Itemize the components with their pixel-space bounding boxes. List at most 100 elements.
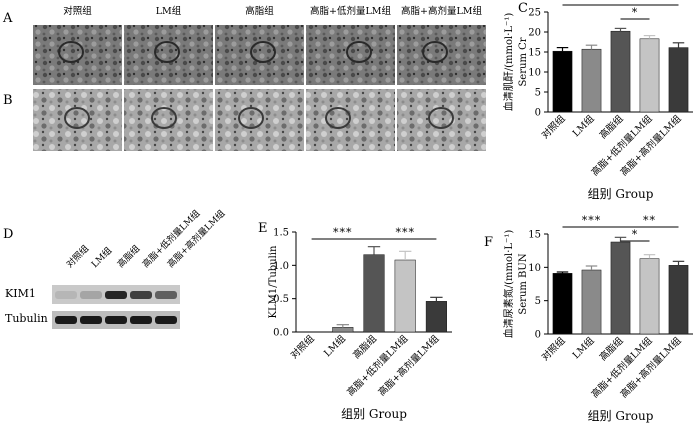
panel-label-c: C: [518, 1, 528, 16]
y-tick-label: 0.5: [273, 294, 289, 305]
bar: [394, 259, 416, 333]
x-tick-label: 对照组: [288, 332, 317, 361]
x-tick-label: 对照组: [539, 112, 568, 141]
y-tick-label: 15: [528, 230, 541, 241]
micrograph-a-1: [124, 25, 213, 85]
blot-band-kim1: [55, 291, 77, 299]
significance-label: **: [585, 0, 598, 5]
bar: [610, 241, 631, 335]
y-tick-label: 10: [528, 68, 541, 79]
significance-label: **: [643, 214, 656, 227]
y-tick-label: 0: [535, 330, 541, 341]
chart-serum-cr: 0510152025对照组LM组高脂组高脂+低剂量LM组高脂+高剂量LM组***…: [502, 0, 693, 201]
bar: [581, 269, 602, 335]
panel-label-f: F: [484, 235, 493, 250]
significance-label: *: [632, 228, 639, 241]
blot-row-label-kim1: KIM1: [5, 287, 36, 300]
blot-band-tubulin: [105, 316, 127, 324]
y-tick-label: 10: [528, 263, 541, 274]
bar: [363, 254, 385, 333]
blot-row-label-tubulin: Tubulin: [5, 312, 48, 325]
blot-band-tubulin: [55, 316, 77, 324]
x-tick-label: 高脂组: [597, 334, 626, 363]
x-tick-label: LM组: [321, 332, 348, 359]
micrograph-b-4: [397, 89, 486, 151]
y-tick-label: 1.0: [273, 261, 289, 272]
bar: [425, 301, 447, 333]
blot-lane-label: LM组: [89, 245, 115, 271]
panel-label-d: D: [3, 227, 13, 242]
glomerulus-a-2: [250, 41, 276, 63]
significance-label: *: [646, 0, 653, 5]
blot-band-tubulin: [155, 316, 177, 324]
blot-lane-label: 对照组: [64, 243, 92, 271]
significance-label: *: [632, 6, 639, 19]
y-tick-label: 25: [528, 8, 541, 19]
micrograph-b-2: [215, 89, 304, 151]
glomerulus-a-4: [422, 41, 448, 63]
y-tick-label: 0: [535, 108, 541, 119]
y-axis-title: KLM1/Tubulin: [268, 245, 279, 318]
glomerulus-b-1: [151, 107, 177, 129]
y-axis-title-en: Serum Cr: [518, 37, 529, 86]
micro-column-label: LM组: [156, 5, 182, 17]
micro-column-label: 高脂+低剂量LM组: [310, 5, 391, 17]
micrograph-b-0: [33, 89, 122, 151]
x-axis-title: 组别 Group: [588, 187, 654, 201]
y-tick-label: 1.5: [273, 228, 289, 239]
micrograph-a-0: [33, 25, 122, 85]
x-tick-label: 高脂组: [350, 332, 379, 361]
micrograph-grid: 对照组 LM组 高脂组 高脂+低剂量LM组 高脂+高剂量LM组: [33, 5, 486, 151]
y-tick-label: 5: [535, 88, 541, 99]
blot-band-kim1: [105, 291, 127, 299]
glomerulus-b-4: [428, 107, 454, 129]
bar: [552, 50, 573, 113]
micro-column-label: 对照组: [63, 5, 92, 17]
glomerulus-a-1: [154, 41, 180, 63]
x-axis-title: 组别 Group: [588, 409, 654, 423]
glomerulus-a-0: [58, 41, 84, 63]
significance-label: ***: [333, 226, 353, 239]
panel-label-e: E: [258, 221, 268, 236]
bar: [668, 47, 689, 113]
bar: [668, 265, 689, 335]
bar: [552, 273, 573, 335]
y-axis-title-cn: 血清尿素氮/(mmol·L⁻¹): [502, 230, 515, 339]
y-tick-label: 15: [528, 48, 541, 59]
micrograph-b-1: [124, 89, 213, 151]
bar: [332, 327, 354, 333]
micrograph-a-2: [215, 25, 304, 85]
micrograph-a-4: [397, 25, 486, 85]
blot-band-tubulin: [80, 316, 102, 324]
blot-band-kim1: [130, 291, 152, 299]
blot-band-kim1: [155, 291, 177, 299]
blot-band-tubulin: [130, 316, 152, 324]
bar: [639, 258, 660, 335]
significance-label: ***: [582, 214, 602, 227]
glomerulus-b-3: [325, 107, 351, 129]
blot-band-kim1: [80, 291, 102, 299]
glomerulus-a-3: [346, 41, 372, 63]
micrograph-a-3: [306, 25, 395, 85]
micro-column-label: 高脂组: [245, 5, 274, 17]
significance-label: ***: [395, 226, 415, 239]
y-tick-label: 0.0: [273, 328, 289, 339]
glomerulus-b-2: [238, 107, 264, 129]
blot-lane-label: 高脂组: [115, 243, 143, 271]
panel-label-a: A: [2, 11, 13, 26]
x-axis-title: 组别 Group: [341, 407, 407, 421]
bar: [581, 48, 602, 113]
x-tick-label: LM组: [570, 334, 597, 361]
micro-column-label: 高脂+高剂量LM组: [401, 5, 482, 17]
x-tick-label: 对照组: [539, 334, 568, 363]
y-axis-title-cn: 血清肌酐/(mmol·L⁻¹): [502, 13, 515, 112]
y-tick-label: 5: [535, 296, 541, 307]
glomerulus-b-0: [64, 107, 90, 129]
y-axis-title-en: Serum BUN: [518, 253, 529, 314]
x-tick-label: LM组: [570, 112, 597, 139]
bar: [639, 38, 660, 113]
